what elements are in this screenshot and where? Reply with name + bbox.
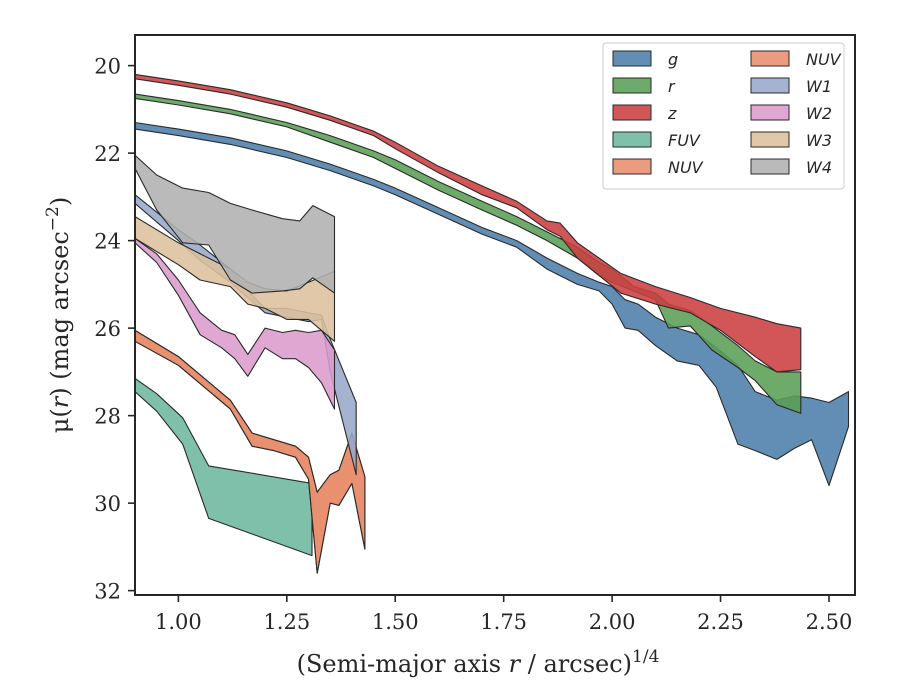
legend-swatch-nuv [750, 50, 790, 67]
y-axis-ticks: 20 22 24 26 28 30 32 [94, 55, 135, 604]
x-axis-label-pre: (Semi-major axis [297, 650, 509, 678]
legend-swatch-r [612, 77, 652, 94]
series-band-w4 [135, 154, 336, 294]
legend-swatch-g [612, 50, 652, 67]
legend-swatch-w3 [750, 131, 790, 148]
legend-label-w3: W3 [806, 131, 832, 150]
plot-frame [134, 34, 856, 596]
x-tick-label: 2.25 [697, 610, 744, 634]
x-tick-label: 2.00 [589, 610, 636, 634]
series-layer [135, 73, 850, 574]
legend-swatch-fuv [612, 131, 652, 148]
legend-swatch-w4 [750, 158, 790, 175]
legend-label-fuv: FUV [668, 131, 701, 150]
legend-label-w4: W4 [806, 158, 832, 177]
legend-swatch-z [612, 104, 652, 121]
legend-swatch-nuv [612, 158, 652, 175]
x-tick-label: 2.50 [806, 610, 853, 634]
legend-label-z: z [667, 104, 677, 123]
x-tick-label: 1.25 [263, 610, 310, 634]
y-axis-label-post: ) [46, 197, 74, 206]
series-band-fuv [135, 377, 313, 557]
legend: grz FUV NUV NUV W1 W2 W3 W4 [602, 42, 845, 190]
series-band-nuv [135, 329, 366, 574]
y-tick-label: 30 [94, 492, 121, 516]
legend-label-w1: W1 [806, 77, 832, 96]
legend-label-g: g [668, 50, 678, 69]
y-axis-label-mid: ) (mag arcsec [46, 231, 74, 397]
y-tick-label: 22 [94, 142, 121, 166]
y-axis-label-variable: r [46, 395, 74, 408]
y-tick-label: 26 [94, 317, 121, 341]
x-axis-ticks: 1.00 1.25 1.50 1.75 2.00 2.25 2.50 [155, 595, 852, 634]
legend-label-nuv: NUV [806, 50, 842, 69]
x-tick-label: 1.50 [372, 610, 419, 634]
y-tick-label: 20 [94, 55, 121, 79]
y-tick-label: 28 [94, 405, 121, 429]
y-tick-label: 32 [94, 580, 121, 604]
series-band-g [135, 121, 850, 487]
legend-swatch-w2 [750, 104, 790, 121]
series-band-r [135, 93, 802, 414]
legend-label-w2: W2 [806, 104, 832, 123]
y-axis-label: μ(r) (mag arcsec−2) [43, 197, 74, 434]
x-axis-label: (Semi-major axis r / arcsec)1/4 [297, 647, 660, 678]
series-band-z [135, 73, 802, 373]
series-band-w2 [135, 237, 336, 410]
legend-swatch-w1 [750, 77, 790, 94]
y-axis-label-exponent: −2 [43, 206, 63, 231]
y-tick-label: 24 [94, 230, 121, 254]
x-axis-label-exponent: 1/4 [632, 647, 659, 667]
x-axis-label-variable: r [509, 650, 522, 678]
x-tick-label: 1.00 [155, 610, 202, 634]
x-tick-label: 1.75 [480, 610, 527, 634]
legend-label-r: r [668, 77, 676, 96]
x-axis-label-post: / arcsec) [520, 650, 632, 678]
legend-label-nuv: NUV [668, 158, 704, 177]
y-axis-label-pre: μ( [46, 408, 74, 433]
